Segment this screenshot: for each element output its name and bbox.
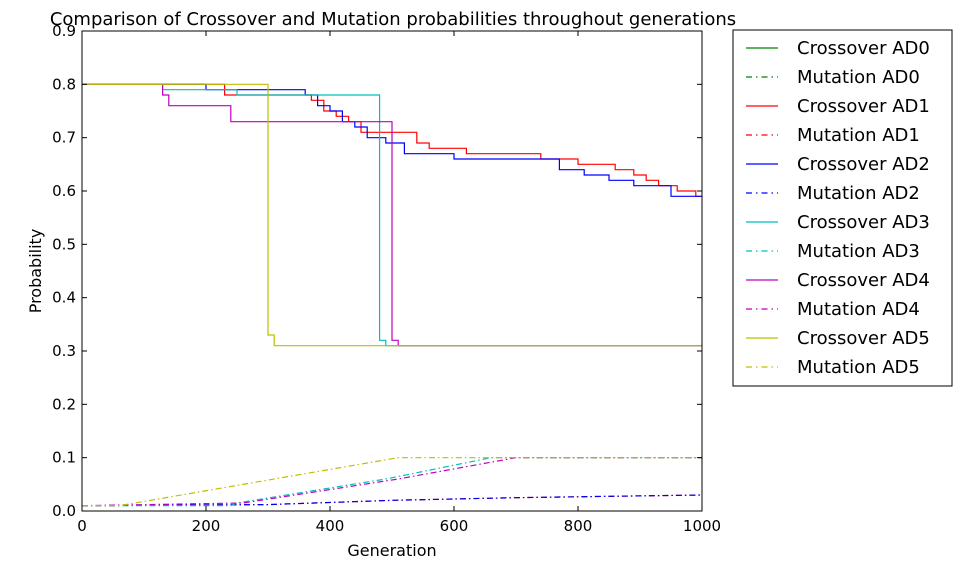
legend-label-mutation-ad4: Mutation AD4 <box>797 299 920 320</box>
chart-title: Comparison of Crossover and Mutation pro… <box>50 9 736 30</box>
legend-label-crossover-ad5: Crossover AD5 <box>797 328 930 349</box>
x-tick-label: 600 <box>440 517 469 535</box>
y-tick-label: 0.2 <box>52 395 76 413</box>
legend-label-crossover-ad2: Crossover AD2 <box>797 154 930 175</box>
x-tick-label: 400 <box>316 517 345 535</box>
y-tick-label: 0.0 <box>52 502 76 520</box>
series-line-mutation-ad5 <box>82 457 702 507</box>
axes-frame <box>81 30 703 512</box>
series-line-crossover-ad4 <box>82 83 702 347</box>
legend-label-crossover-ad3: Crossover AD3 <box>797 212 930 233</box>
legend-label-mutation-ad3: Mutation AD3 <box>797 241 920 262</box>
y-tick-label: 0.6 <box>52 182 76 200</box>
series-line-mutation-ad3 <box>82 457 702 507</box>
y-axis-label: Probability <box>26 229 45 314</box>
y-tick-label: 0.9 <box>52 22 76 40</box>
legend-label-mutation-ad0: Mutation AD0 <box>797 67 920 88</box>
legend-box <box>732 29 953 387</box>
y-tick-label: 0.7 <box>52 129 76 147</box>
legend-label-mutation-ad5: Mutation AD5 <box>797 357 920 378</box>
y-tick-label: 0.4 <box>52 289 76 307</box>
series-line-crossover-ad1 <box>82 83 702 197</box>
plot-area <box>82 83 702 507</box>
x-tick-label: 200 <box>192 517 221 535</box>
x-axis-label: Generation <box>347 541 436 560</box>
y-tick-label: 0.8 <box>52 75 76 93</box>
series-line-mutation-ad4 <box>82 457 702 507</box>
legend-label-mutation-ad1: Mutation AD1 <box>797 125 920 146</box>
x-tick-label: 800 <box>564 517 593 535</box>
legend-label-mutation-ad2: Mutation AD2 <box>797 183 920 204</box>
x-tick-label: 0 <box>77 517 87 535</box>
legend-label-crossover-ad4: Crossover AD4 <box>797 270 930 291</box>
x-tick-label: 1000 <box>683 517 721 535</box>
legend: Crossover AD0 Mutation AD0 Crossover AD1 Mu… <box>732 29 953 387</box>
y-tick-label: 0.3 <box>52 342 76 360</box>
axis-ticks: 0 200 400 600 800 1000 0.0 0.1 0.2 0.3 0.4 0.5 0.6 0.… <box>52 22 721 535</box>
y-tick-label: 0.5 <box>52 235 76 253</box>
legend-label-crossover-ad0: Crossover AD0 <box>797 38 930 59</box>
series-line-crossover-ad5 <box>82 83 702 347</box>
series-line-mutation-ad2 <box>82 494 702 507</box>
y-tick-label: 0.1 <box>52 449 76 467</box>
legend-label-crossover-ad1: Crossover AD1 <box>797 96 930 117</box>
